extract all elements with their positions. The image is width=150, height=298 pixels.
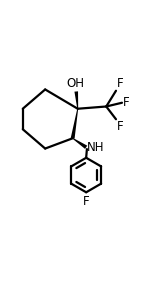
Text: OH: OH bbox=[66, 77, 84, 90]
Text: F: F bbox=[83, 195, 89, 208]
Polygon shape bbox=[74, 91, 78, 109]
Text: F: F bbox=[117, 120, 123, 133]
Text: F: F bbox=[123, 96, 129, 109]
Polygon shape bbox=[72, 138, 87, 149]
Text: NH: NH bbox=[87, 141, 105, 154]
Polygon shape bbox=[71, 109, 78, 139]
Text: F: F bbox=[117, 77, 123, 90]
